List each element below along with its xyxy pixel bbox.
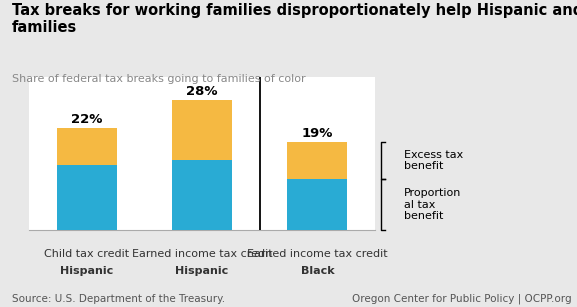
Text: 28%: 28% [186,85,218,98]
Text: Hispanic: Hispanic [175,266,228,277]
Text: 22%: 22% [71,113,102,126]
Text: Tax breaks for working families disproportionately help Hispanic and Black
famil: Tax breaks for working families dispropo… [12,3,577,36]
Text: Source: U.S. Department of the Treasury.: Source: U.S. Department of the Treasury. [12,294,224,304]
Bar [172,161,232,230]
Text: Oregon Center for Public Policy | OCPP.org: Oregon Center for Public Policy | OCPP.o… [351,293,571,304]
Bar [287,179,347,230]
Text: Hispanic: Hispanic [60,266,113,277]
Bar [57,165,117,230]
Bar [57,128,117,165]
Text: Black: Black [301,266,334,277]
Text: Share of federal tax breaks going to families of color: Share of federal tax breaks going to fam… [12,74,305,84]
Bar [172,100,232,161]
Bar [287,142,347,179]
Text: 19%: 19% [302,126,333,140]
Text: Child tax credit: Child tax credit [44,249,129,259]
Text: Proportion
al tax
benefit: Proportion al tax benefit [404,188,461,221]
Text: Earned income tax credit: Earned income tax credit [247,249,388,259]
Text: Earned income tax credit: Earned income tax credit [132,249,272,259]
Text: Excess tax
benefit: Excess tax benefit [404,150,463,171]
